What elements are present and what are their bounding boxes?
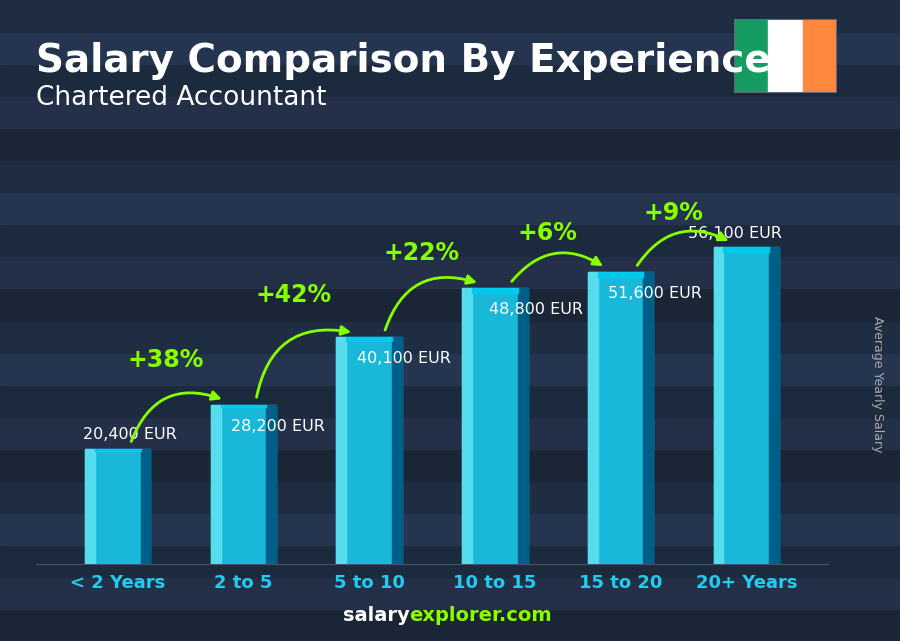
Bar bbox=[714, 247, 779, 564]
Bar bbox=[337, 337, 347, 564]
Bar bbox=[0, 353, 900, 385]
Bar bbox=[85, 449, 94, 564]
Text: 56,100 EUR: 56,100 EUR bbox=[688, 226, 781, 241]
Bar bbox=[0, 385, 900, 417]
Text: Salary Comparison By Experience: Salary Comparison By Experience bbox=[36, 42, 770, 79]
Text: Average Yearly Salary: Average Yearly Salary bbox=[871, 317, 884, 453]
Text: 48,800 EUR: 48,800 EUR bbox=[489, 302, 582, 317]
Text: +42%: +42% bbox=[256, 283, 332, 308]
Bar bbox=[85, 449, 150, 564]
Bar bbox=[588, 272, 653, 564]
Bar bbox=[0, 224, 900, 256]
Bar bbox=[598, 272, 644, 278]
Bar bbox=[0, 96, 900, 128]
Bar bbox=[346, 337, 392, 342]
Bar bbox=[0, 545, 900, 577]
Bar bbox=[0, 513, 900, 545]
Bar bbox=[0, 417, 900, 449]
Bar bbox=[140, 449, 150, 564]
Text: +9%: +9% bbox=[644, 201, 703, 226]
Bar bbox=[472, 288, 518, 293]
Bar bbox=[211, 404, 276, 564]
Bar bbox=[644, 272, 653, 564]
Bar bbox=[0, 160, 900, 192]
Text: Chartered Accountant: Chartered Accountant bbox=[36, 85, 327, 111]
Bar bbox=[94, 449, 140, 451]
Bar bbox=[0, 609, 900, 641]
Bar bbox=[220, 404, 266, 408]
Text: +6%: +6% bbox=[518, 221, 578, 246]
Bar bbox=[0, 32, 900, 64]
Bar bbox=[0, 128, 900, 160]
Bar bbox=[0, 192, 900, 224]
Text: 20,400 EUR: 20,400 EUR bbox=[83, 427, 176, 442]
Text: +38%: +38% bbox=[127, 349, 203, 372]
Text: explorer.com: explorer.com bbox=[410, 606, 552, 625]
Bar bbox=[734, 19, 768, 93]
Text: 28,200 EUR: 28,200 EUR bbox=[231, 419, 325, 434]
Bar bbox=[0, 256, 900, 288]
Bar bbox=[770, 247, 779, 564]
Text: 40,100 EUR: 40,100 EUR bbox=[356, 351, 450, 367]
Text: 51,600 EUR: 51,600 EUR bbox=[608, 287, 702, 301]
Bar bbox=[266, 404, 276, 564]
Bar bbox=[0, 320, 900, 353]
Bar bbox=[463, 288, 527, 564]
Bar bbox=[0, 64, 900, 96]
Bar bbox=[714, 247, 724, 564]
Text: +22%: +22% bbox=[384, 241, 460, 265]
Bar bbox=[337, 337, 401, 564]
Bar bbox=[768, 19, 803, 93]
Bar bbox=[724, 247, 770, 253]
Bar bbox=[0, 577, 900, 609]
Bar bbox=[211, 404, 220, 564]
Bar bbox=[392, 337, 401, 564]
Bar bbox=[803, 19, 837, 93]
Bar bbox=[518, 288, 527, 564]
Bar bbox=[0, 449, 900, 481]
Bar bbox=[0, 0, 900, 32]
Bar bbox=[463, 288, 472, 564]
Bar bbox=[0, 481, 900, 513]
Bar bbox=[588, 272, 598, 564]
Text: salary: salary bbox=[343, 606, 410, 625]
Bar bbox=[0, 288, 900, 320]
